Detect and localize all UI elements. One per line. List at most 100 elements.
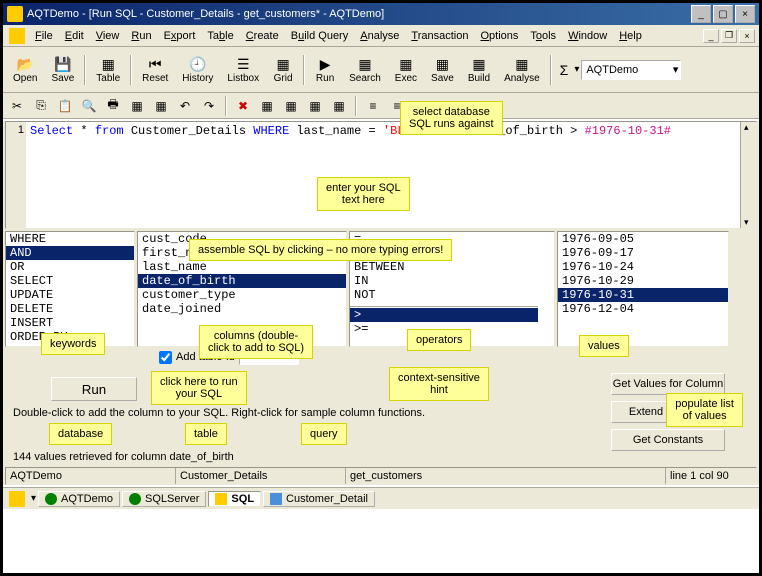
callout-run: click here to run your SQL <box>151 371 247 405</box>
menu-view[interactable]: View <box>90 28 126 44</box>
add-tableid-checkbox[interactable] <box>159 351 172 364</box>
mdi-restore[interactable]: ❐ <box>721 29 737 43</box>
tb-icon-3[interactable]: ▦ <box>305 96 325 116</box>
list-item[interactable]: date_of_birth <box>138 274 346 288</box>
tab-customer-detail[interactable]: Customer_Detail <box>263 491 375 507</box>
tb-icon-4[interactable]: ▦ <box>329 96 349 116</box>
callout-columns: columns (double- click to add to SQL) <box>199 325 313 359</box>
list-item[interactable]: date_joined <box>138 302 346 316</box>
tab-aqtdemo[interactable]: AQTDemo <box>38 491 120 507</box>
close-button[interactable]: × <box>735 5 755 23</box>
menu-export[interactable]: Export <box>158 28 202 44</box>
list-item[interactable]: DELETE <box>6 302 134 316</box>
sql-vscroll[interactable] <box>740 122 756 228</box>
list-item[interactable]: 1976-10-29 <box>558 274 728 288</box>
list-item[interactable]: customer_type <box>138 288 346 302</box>
listbox-icon: ☰ <box>233 55 253 73</box>
build-icon: ▦ <box>469 55 489 73</box>
mdi-minimize[interactable]: _ <box>703 29 719 43</box>
list-item[interactable]: IN <box>350 274 554 288</box>
list-item[interactable]: OR <box>6 260 134 274</box>
list-item[interactable]: NOT <box>350 288 554 302</box>
tab-sql[interactable]: SQL <box>208 491 261 507</box>
exec-icon: ▦ <box>396 55 416 73</box>
list-item[interactable]: BETWEEN <box>350 260 554 274</box>
list-item[interactable]: 1976-10-24 <box>558 260 728 274</box>
analyse-button[interactable]: ▦Analyse <box>498 53 546 86</box>
run-button[interactable]: Run <box>51 377 137 401</box>
reset-button[interactable]: ⏮Reset <box>136 53 174 86</box>
tb-icon-2[interactable]: ▦ <box>151 96 171 116</box>
tabs-dropdown-icon[interactable]: ▾ <box>31 493 36 504</box>
reset-icon: ⏮ <box>145 55 165 73</box>
cut-icon[interactable]: ✂ <box>7 96 27 116</box>
maximize-button[interactable]: ▢ <box>713 5 733 23</box>
list-item[interactable]: last_name <box>138 260 346 274</box>
get-values-button[interactable]: Get Values for Column <box>611 373 725 395</box>
sql-textarea[interactable]: Select * from Customer_Details WHERE las… <box>26 122 740 228</box>
database-combo[interactable]: AQTDemo <box>581 60 681 80</box>
undo-icon[interactable]: ↶ <box>175 96 195 116</box>
list-item[interactable]: UPDATE <box>6 288 134 302</box>
menu-buildquery[interactable]: Build Query <box>285 28 355 44</box>
menu-file[interactable]: File <box>29 28 59 44</box>
exec-button[interactable]: ▦Exec <box>389 53 423 86</box>
table-button[interactable]: ▦Table <box>90 53 126 86</box>
menu-create[interactable]: Create <box>240 28 285 44</box>
table-icon: ▦ <box>98 55 118 73</box>
get-constants-button[interactable]: Get Constants <box>611 429 725 451</box>
list-item[interactable]: SELECT <box>6 274 134 288</box>
list-item[interactable]: 1976-09-05 <box>558 232 728 246</box>
menu-options[interactable]: Options <box>474 28 524 44</box>
print-icon[interactable]: 🖶 <box>103 96 123 116</box>
bottom-tabs: ▾ AQTDemo SQLServer SQL Customer_Detail <box>3 487 759 509</box>
values-list[interactable]: 1976-09-051976-09-171976-10-241976-10-29… <box>558 232 728 316</box>
menu-transaction[interactable]: Transaction <box>405 28 474 44</box>
list-item[interactable]: WHERE <box>6 232 134 246</box>
save-button[interactable]: 💾Save <box>45 53 80 86</box>
outdent-icon[interactable]: ▦ <box>281 96 301 116</box>
menu-tools[interactable]: Tools <box>524 28 562 44</box>
align-left-icon[interactable]: ≡ <box>363 96 383 116</box>
build-button[interactable]: ▦Build <box>462 53 496 86</box>
copy-icon[interactable]: ⎘ <box>31 96 51 116</box>
list-item[interactable]: 1976-09-17 <box>558 246 728 260</box>
sigma-dropdown-icon[interactable]: ▾ <box>574 64 579 75</box>
redo-icon[interactable]: ↷ <box>199 96 219 116</box>
minimize-button[interactable]: _ <box>691 5 711 23</box>
tb-icon-1[interactable]: ▦ <box>127 96 147 116</box>
menu-table[interactable]: Table <box>201 28 239 44</box>
save2-button[interactable]: ▦Save <box>425 53 460 86</box>
table-tab-icon <box>270 493 282 505</box>
list-item[interactable]: INSERT <box>6 316 134 330</box>
keywords-list[interactable]: WHEREANDORSELECTUPDATEDELETEINSERTORDER … <box>6 232 134 347</box>
list-item[interactable]: > <box>350 308 538 322</box>
list-item[interactable]: 1976-10-31 <box>558 288 728 302</box>
tab-sqlserver[interactable]: SQLServer <box>122 491 206 507</box>
client-area: select database SQL runs against 1 Selec… <box>3 121 759 485</box>
find-icon[interactable]: 🔍 <box>79 96 99 116</box>
menu-run[interactable]: Run <box>125 28 157 44</box>
sigma-icon[interactable]: Σ <box>556 62 573 78</box>
mdi-close[interactable]: × <box>739 29 755 43</box>
indent-icon[interactable]: ▦ <box>257 96 277 116</box>
search-button[interactable]: ▦Search <box>343 53 387 86</box>
paste-icon[interactable]: 📋 <box>55 96 75 116</box>
menu-app-icon <box>9 28 25 44</box>
run-toolbar-button[interactable]: ▶Run <box>309 53 341 86</box>
menu-help[interactable]: Help <box>613 28 648 44</box>
list-item[interactable]: 1976-12-04 <box>558 302 728 316</box>
menu-edit[interactable]: Edit <box>59 28 90 44</box>
history-button[interactable]: 🕘History <box>176 53 219 86</box>
list-item[interactable]: AND <box>6 246 134 260</box>
delete-icon[interactable]: ✖ <box>233 96 253 116</box>
values-panel: 1976-09-051976-09-171976-10-241976-10-29… <box>557 231 729 347</box>
grid-button[interactable]: ▦Grid <box>267 53 299 86</box>
menu-window[interactable]: Window <box>562 28 613 44</box>
menu-analyse[interactable]: Analyse <box>354 28 405 44</box>
main-toolbar: 📂Open 💾Save ▦Table ⏮Reset 🕘History ☰List… <box>3 47 759 93</box>
status-bar: AQTDemo Customer_Details get_customers l… <box>5 467 757 485</box>
open-button[interactable]: 📂Open <box>7 53 43 86</box>
listbox-button[interactable]: ☰Listbox <box>221 53 265 86</box>
callout-enter-sql: enter your SQL text here <box>317 177 410 211</box>
